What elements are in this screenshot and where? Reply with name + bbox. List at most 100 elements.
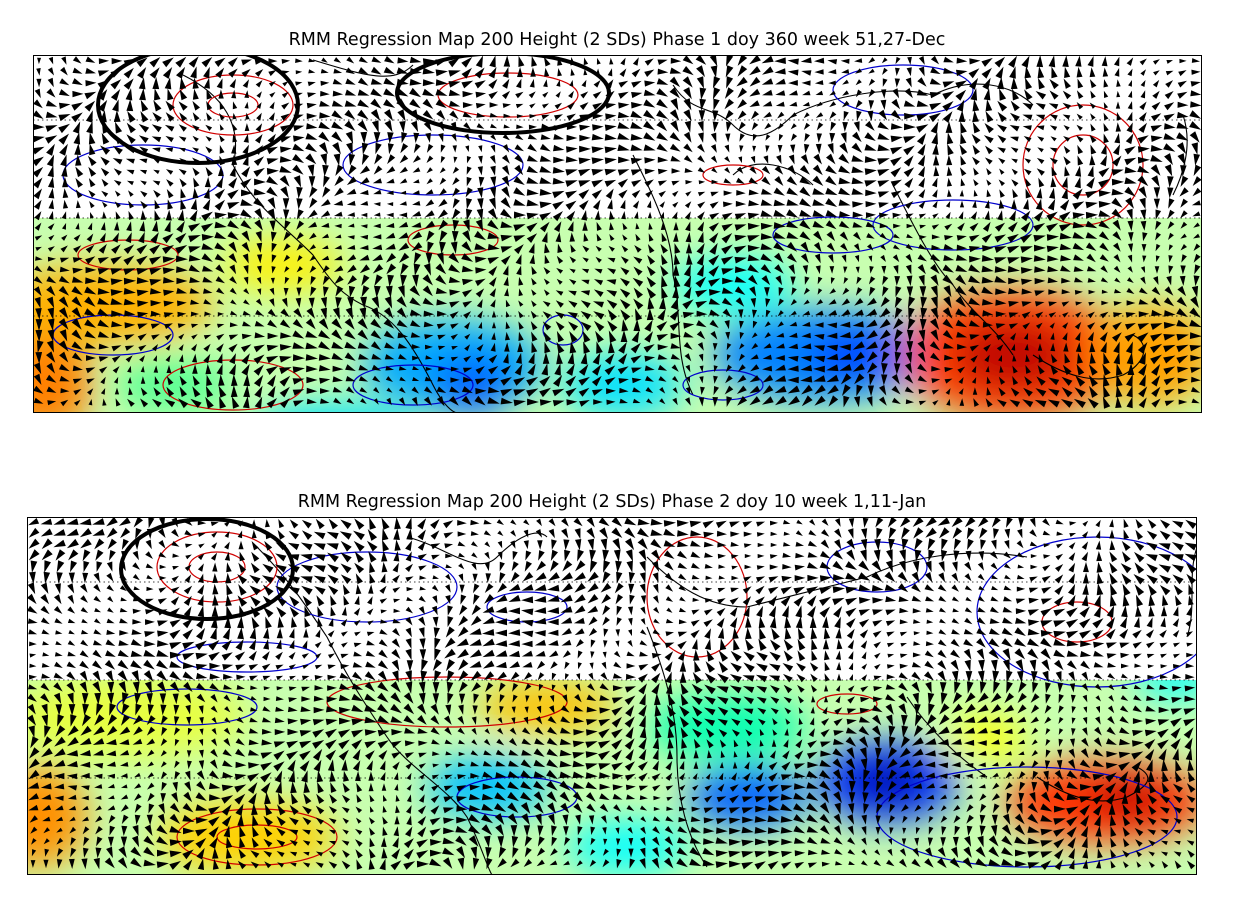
wind-vector-arrow [904,386,914,393]
wind-vector-arrow [873,736,880,749]
wind-vector-arrow [696,264,705,277]
wind-vector-arrow [73,389,82,396]
wind-vector-arrow [313,695,324,702]
wind-vector-arrow [956,99,965,112]
wind-vector-arrow [281,297,288,308]
wind-vector-arrow [34,211,42,221]
wind-vector-arrow [452,208,461,220]
wind-vector-arrow [876,758,883,771]
wind-vector-arrow [1179,275,1186,286]
wind-vector-arrow [938,762,949,769]
wind-vector-arrow [40,594,50,605]
wind-vector-arrow [852,330,865,339]
wind-vector-arrow [308,297,315,309]
wind-vector-arrow [146,586,154,591]
wind-vector-arrow [192,167,200,176]
wind-vector-arrow [560,594,573,603]
wind-vector-arrow [608,245,615,252]
wind-vector-arrow [894,276,901,286]
wind-vector-arrow [131,670,140,683]
wind-vector-arrow [1081,683,1089,692]
wind-vector-arrow [1045,749,1051,758]
wind-vector-arrow [287,728,299,736]
wind-vector-arrow [266,168,279,175]
wind-vector-arrow [43,571,51,584]
wind-vector-arrow [184,530,193,536]
wind-vector-arrow [487,257,500,264]
wind-vector-arrow [683,155,693,163]
wind-vector-arrow [1061,301,1070,307]
wind-vector-arrow [630,157,643,165]
wind-vector-arrow [140,200,148,209]
wind-vector-arrow [562,560,573,572]
wind-vector-arrow [97,70,110,77]
wind-vector-arrow [330,606,336,617]
wind-vector-arrow [826,344,838,352]
wind-vector-arrow [946,177,952,187]
wind-vector-arrow [673,232,679,242]
wind-vector-arrow [314,664,323,670]
wind-vector-arrow [770,639,781,651]
wind-vector-arrow [698,180,706,185]
wind-vector-arrow [127,398,135,407]
wind-vector-arrow [28,725,35,738]
wind-vector-arrow [1124,166,1137,174]
wind-vector-arrow [587,571,599,582]
wind-vector-arrow [627,640,633,647]
wind-vector-arrow [709,212,720,220]
wind-vector-arrow [101,178,109,187]
wind-vector-arrow [732,627,739,639]
wind-vector-arrow [410,320,421,328]
wind-vector-arrow [984,199,990,209]
wind-vector-arrow [1163,113,1175,122]
wind-vector-arrow [386,212,394,218]
wind-vector-arrow [37,340,44,353]
wind-vector-arrow [432,659,443,671]
wind-vector-arrow [1163,377,1175,386]
wind-vector-arrow [787,395,800,406]
wind-vector-arrow [448,276,461,283]
wind-vector-arrow [713,375,718,384]
wind-vector-arrow [964,751,974,758]
wind-vector-arrow [53,759,66,767]
wind-vector-arrow [1015,659,1024,672]
wind-vector-arrow [846,718,857,725]
wind-vector-arrow [372,244,383,250]
wind-vector-arrow [829,132,836,143]
wind-vector-arrow [919,286,927,298]
wind-vector-arrow [214,212,227,219]
wind-vector-arrow [1005,761,1012,767]
wind-vector-arrow [690,540,701,547]
wind-vector-arrow [670,155,681,162]
wind-vector-arrow [876,527,883,540]
wind-vector-arrow [1186,606,1192,616]
wind-vector-arrow [1134,562,1145,574]
wind-vector-arrow [871,560,882,572]
wind-vector-arrow [146,715,156,725]
wind-vector-arrow [942,81,955,88]
wind-vector-arrow [418,681,426,694]
wind-vector-arrow [646,398,653,404]
wind-vector-arrow [803,122,811,130]
wind-vector-arrow [851,188,864,195]
wind-vector-arrow [749,396,761,406]
wind-vector-arrow [669,132,681,142]
wind-vector-arrow [522,661,533,668]
wind-vector-arrow [941,538,948,551]
wind-vector-arrow [67,692,74,705]
wind-vector-arrow [855,89,862,98]
wind-vector-arrow [33,156,44,167]
wind-vector-arrow [153,365,159,373]
wind-vector-arrow [872,597,884,604]
wind-vector-arrow [438,188,447,196]
wind-vector-arrow [638,737,647,750]
wind-vector-arrow [292,354,305,362]
wind-vector-arrow [334,211,343,217]
wind-vector-arrow [1170,708,1183,715]
wind-vector-arrow [490,144,496,153]
wind-vector-arrow [658,376,667,382]
wind-vector-arrow [667,693,676,706]
wind-vector-arrow [716,607,726,617]
wind-vector-arrow [886,674,896,680]
wind-vector-arrow [463,122,472,130]
